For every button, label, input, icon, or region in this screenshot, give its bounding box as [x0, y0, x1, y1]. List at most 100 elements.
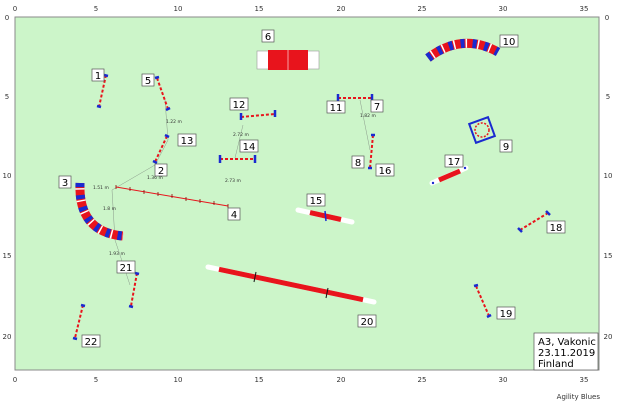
y-tick-right: 15 [604, 252, 613, 260]
course-info-box: A3, Vakonic 23.11.2019 Finland [533, 332, 599, 371]
y-tick-left: 5 [5, 93, 9, 101]
obstacle-number-16: 16 [375, 163, 395, 177]
svg-text:9: 9 [503, 142, 509, 153]
svg-text:21: 21 [120, 263, 133, 274]
svg-text:4: 4 [231, 210, 237, 221]
y-tick-right: 20 [604, 333, 613, 341]
axis-left: 0 5 10 15 20 [3, 14, 12, 341]
obstacle-number-18: 18 [546, 220, 566, 234]
x-tick-top: 0 [13, 5, 17, 13]
jump-14 [218, 155, 257, 163]
obstacle-number-1: 1 [91, 68, 105, 82]
course-info-date: 23.11.2019 [538, 348, 595, 359]
obstacle-number-20: 20 [357, 314, 377, 328]
tire-9 [467, 115, 497, 145]
obstacle-number-5: 5 [141, 73, 155, 87]
distance-label: 1.82 m [360, 113, 376, 119]
svg-text:10: 10 [503, 37, 516, 48]
svg-text:8: 8 [355, 158, 361, 169]
x-tick-top: 30 [499, 5, 508, 13]
obstacle-number-21: 21 [116, 260, 136, 274]
jump-22 [72, 303, 86, 341]
y-tick-right: 5 [606, 93, 610, 101]
svg-text:5: 5 [145, 76, 151, 87]
course-info-country: Finland [538, 359, 574, 370]
y-tick-left: 15 [3, 252, 12, 260]
footer-credit: Agility Blues [557, 393, 601, 401]
axis-top: 0 5 10 15 20 25 30 35 [13, 5, 589, 13]
jump-18 [517, 210, 551, 233]
obstacle-number-17: 17 [444, 154, 464, 168]
obstacle-number-10: 10 [499, 34, 519, 48]
jump-12 [239, 110, 277, 120]
obstacle-number-9: 9 [499, 139, 513, 153]
svg-text:18: 18 [550, 223, 563, 234]
distance-label: 2.72 m [233, 132, 249, 138]
obstacle-number-7: 7 [370, 99, 384, 113]
y-tick-left: 20 [3, 333, 12, 341]
y-tick-left: 0 [5, 14, 9, 22]
jump-21 [128, 271, 140, 309]
distance-label: 1.51 m [93, 185, 109, 191]
jump-8-16 [368, 133, 375, 170]
svg-text:19: 19 [500, 309, 513, 320]
dogwalk-20 [205, 264, 377, 305]
svg-text:7: 7 [374, 102, 380, 113]
obstacle-number-15: 15 [306, 193, 326, 207]
distance-label: 2.73 m [225, 178, 241, 184]
obstacle-number-6: 6 [261, 29, 275, 43]
jump-13 [152, 133, 170, 165]
y-tick-left: 10 [3, 172, 12, 180]
jump-1 [96, 73, 109, 109]
tunnel-3 [75, 182, 124, 241]
weave-poles-4 [115, 185, 229, 208]
svg-text:6: 6 [265, 32, 271, 43]
x-tick-bottom: 0 [13, 376, 17, 384]
obstacle-number-12: 12 [229, 97, 249, 111]
obstacle-number-22: 22 [81, 334, 101, 348]
jump-19 [473, 283, 492, 319]
obstacle-number-8: 8 [351, 155, 365, 169]
x-tick-top: 20 [337, 5, 346, 13]
distance-label: 1.36 m [147, 175, 163, 181]
course-info-line1: A3, Vakonic [538, 337, 596, 348]
svg-text:14: 14 [243, 142, 256, 153]
svg-text:3: 3 [62, 178, 68, 189]
svg-text:1: 1 [95, 71, 101, 82]
tunnel-10 [425, 38, 501, 62]
x-tick-top: 10 [174, 5, 183, 13]
svg-text:12: 12 [233, 100, 246, 111]
x-tick-top: 5 [94, 5, 98, 13]
obstacle-number-14: 14 [239, 139, 259, 153]
tunnel-6 [256, 50, 320, 70]
distance-label: 1.22 m [166, 119, 182, 125]
y-tick-right: 10 [604, 172, 613, 180]
obstacle-number-2: 2 [154, 163, 168, 177]
svg-text:11: 11 [330, 103, 343, 114]
svg-text:15: 15 [310, 196, 323, 207]
svg-text:13: 13 [181, 136, 194, 147]
x-tick-bottom: 5 [94, 376, 98, 384]
x-tick-bottom: 20 [337, 376, 346, 384]
axis-bottom: 0 5 10 15 20 25 30 35 [13, 376, 589, 384]
svg-text:2: 2 [158, 166, 164, 177]
x-tick-top: 15 [255, 5, 264, 13]
obstacle-number-3: 3 [58, 175, 72, 189]
seesaw-15 [295, 207, 355, 225]
svg-text:20: 20 [361, 317, 374, 328]
x-tick-bottom: 15 [255, 376, 264, 384]
distance-label: 1.93 m [109, 251, 125, 257]
y-tick-right: 0 [605, 14, 609, 22]
obstacle-number-4: 4 [227, 207, 241, 221]
axis-right: 0 5 10 15 20 [604, 14, 613, 341]
svg-text:16: 16 [379, 166, 392, 177]
x-tick-bottom: 30 [499, 376, 508, 384]
svg-text:22: 22 [85, 337, 98, 348]
x-tick-bottom: 10 [174, 376, 183, 384]
jump-5 [154, 75, 171, 112]
x-tick-bottom: 25 [418, 376, 427, 384]
x-tick-bottom: 35 [580, 376, 589, 384]
distance-labels: 1.22 m 2.72 m 1.82 m 1.36 m 2.73 m 1.51 … [93, 113, 376, 257]
x-tick-top: 35 [580, 5, 589, 13]
